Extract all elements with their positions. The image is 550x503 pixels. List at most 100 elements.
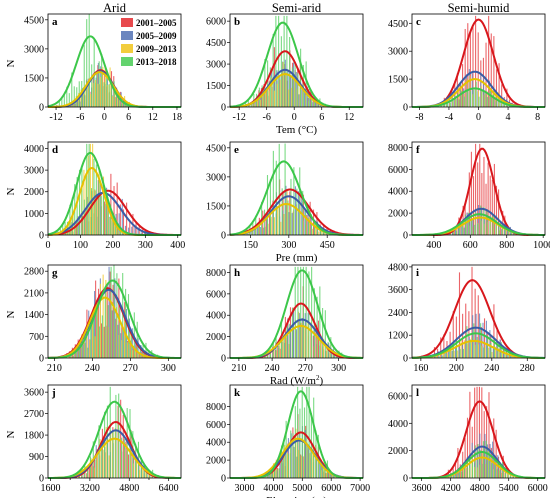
xtick-label-e-1: 300: [281, 240, 296, 251]
bar-b-s3-11: [267, 60, 268, 107]
ytick-label-b-0: 0: [221, 103, 226, 114]
xtick-label-b-0: -12: [233, 112, 246, 123]
bar-b-s1-23: [301, 89, 302, 107]
bar-b-s3-17: [284, 16, 285, 107]
bar-c-s3-13: [464, 97, 465, 107]
bar-i-s2-12: [457, 351, 458, 358]
xtick-label-c-3: 4: [506, 112, 511, 123]
bar-i-s2-9: [447, 354, 448, 358]
bar-d-s3-12: [79, 170, 80, 235]
bar-g-s2-14: [97, 302, 98, 358]
bar-f-s1-10: [461, 226, 462, 235]
bar-a-s3-22: [104, 82, 105, 107]
bar-c-s3-8: [450, 103, 451, 107]
column-header-1: Semi-arid: [272, 1, 322, 15]
panel-letter-j: j: [51, 387, 56, 399]
ytick-label-h-4: 8000: [206, 268, 226, 279]
bar-i-s1-12: [458, 346, 459, 358]
bar-h-s3-20: [311, 267, 312, 358]
bar-a-s3-21: [101, 54, 102, 107]
bar-h-s2-18: [304, 328, 305, 358]
bar-a-s2-16: [97, 84, 98, 107]
bar-i-s1-13: [462, 343, 463, 358]
bar-e-s2-13: [274, 217, 275, 235]
bar-e-s3-11: [267, 175, 268, 235]
bar-l-s3-22: [497, 469, 498, 478]
ytick-label-b-2: 3000: [206, 60, 226, 71]
legend-swatch-2: [121, 44, 133, 53]
ytick-label-g-1: 700: [29, 332, 44, 343]
bar-f-s3-18: [483, 207, 484, 235]
bar-a-s2-21: [110, 67, 111, 107]
legend-label-1: 2005–2009: [136, 31, 177, 41]
bar-a-s3-20: [99, 61, 100, 107]
ytick-label-f-2: 4000: [388, 187, 408, 198]
bar-i-s1-10: [451, 351, 452, 358]
bar-f-s1-11: [464, 228, 465, 235]
bar-k-s2-17: [298, 450, 299, 478]
ytick-label-l-1: 2000: [388, 446, 408, 457]
ytick-label-e-1: 1500: [206, 201, 226, 212]
bar-i-s2-22: [492, 352, 493, 358]
bar-e-s3-19: [290, 179, 291, 235]
xtick-label-f-2: 800: [499, 240, 514, 251]
bar-b-s2-13: [274, 91, 275, 107]
xtick-label-j-2: 4800: [119, 483, 139, 494]
bar-i-s3-19: [484, 348, 485, 358]
xtick-label-b-2: 0: [292, 112, 297, 123]
ytick-label-l-3: 6000: [388, 391, 408, 402]
bar-g-s2-26: [129, 333, 130, 358]
xtick-label-d-3: 300: [138, 240, 153, 251]
bar-k-s3-7: [279, 468, 280, 478]
panel-letter-a: a: [52, 16, 58, 28]
xtick-label-d-2: 200: [105, 240, 120, 251]
bar-j-s3-17: [115, 395, 116, 478]
column-header-0: Arid: [103, 1, 127, 15]
bar-b-s3-21: [295, 63, 296, 107]
xtick-label-i-0: 160: [413, 363, 428, 374]
bar-g-s3-4: [76, 353, 77, 358]
bar-i-s2-13: [461, 339, 462, 358]
bar-d-s2-17: [92, 144, 93, 235]
bar-i-s2-11: [454, 351, 455, 358]
bar-i-s2-17: [474, 345, 475, 358]
xtick-label-e-0: 150: [243, 240, 258, 251]
bar-i-s3-12: [459, 349, 460, 358]
bar-h-s3-18: [306, 267, 307, 358]
bar-g-s2-24: [124, 321, 125, 358]
bar-i-s1-19: [482, 323, 483, 358]
bar-b-s1-22: [299, 94, 300, 107]
xtick-label-c-0: -8: [415, 112, 423, 123]
bar-k-s3-22: [313, 398, 314, 478]
bar-a-s3-16: [89, 14, 90, 107]
bar-e-s1-20: [298, 191, 299, 235]
bar-e-s2-15: [280, 222, 281, 235]
legend-swatch-1: [121, 31, 133, 40]
ytick-label-e-0: 0: [221, 231, 226, 242]
bar-j-s2-25: [139, 470, 140, 478]
xtick-label-i-3: 280: [520, 363, 535, 374]
xtick-label-a-0: -12: [49, 112, 62, 123]
xtick-label-a-1: -6: [76, 112, 84, 123]
bar-a-s3-14: [84, 45, 85, 107]
ytick-label-c-3: 4500: [388, 19, 408, 30]
ytick-label-a-3: 4500: [24, 15, 44, 26]
bar-h-s3-13: [292, 308, 293, 358]
bar-j-s3-19: [121, 438, 122, 478]
bar-c-s3-26: [501, 104, 502, 107]
xlabel-main-2: Rad (W/m: [270, 375, 317, 387]
bar-j-s3-12: [101, 448, 102, 478]
bar-f-s0-16: [479, 144, 480, 235]
bar-e-s3-10: [264, 210, 265, 235]
xtick-label-l-2: 4800: [470, 483, 490, 494]
ytick-label-h-2: 4000: [206, 311, 226, 322]
bar-d-s3-16: [89, 144, 90, 235]
bar-e-s2-27: [318, 232, 319, 235]
ytick-label-k-1: 2000: [206, 456, 226, 467]
panel-letter-k: k: [234, 387, 241, 399]
curve-j-s1: [48, 430, 181, 478]
bar-g-s3-14: [105, 291, 106, 358]
ytick-label-b-1: 1500: [206, 81, 226, 92]
bar-i-s2-15: [467, 343, 468, 358]
bar-c-s0-12: [465, 29, 466, 107]
